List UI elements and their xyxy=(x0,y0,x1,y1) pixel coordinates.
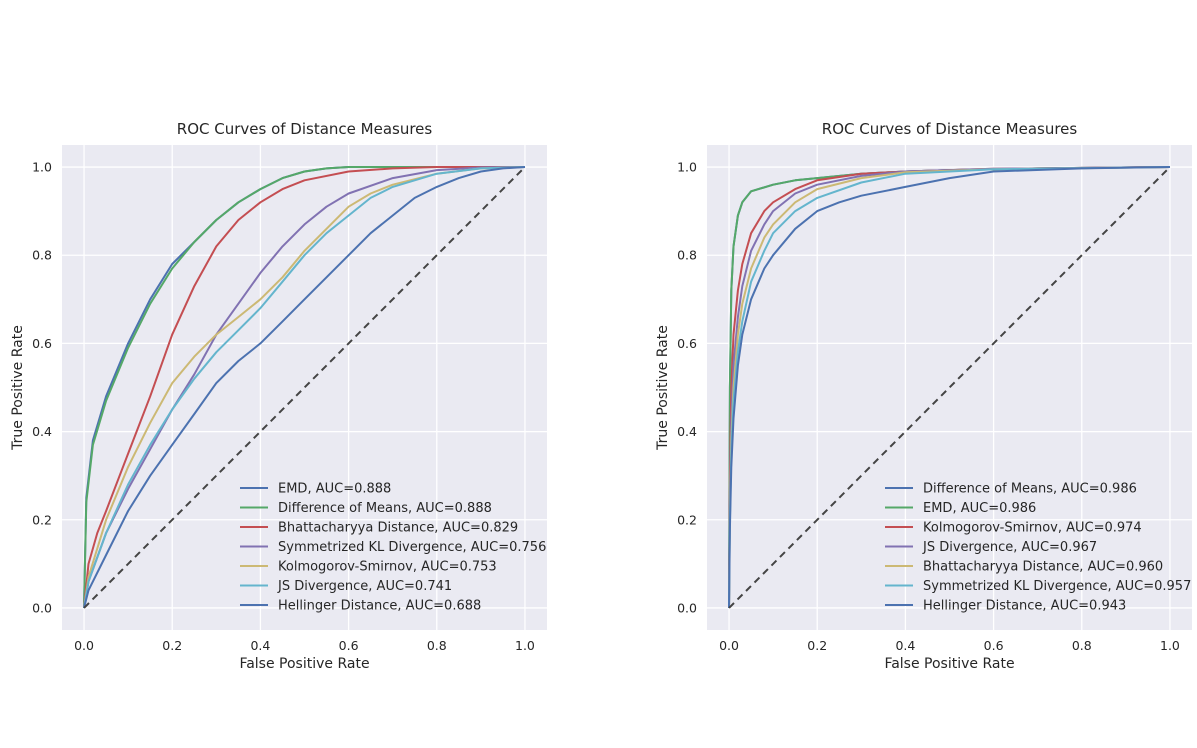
x-tick-label: 0.0 xyxy=(74,638,94,653)
series-line xyxy=(83,166,525,609)
x-axis-label: False Positive Rate xyxy=(239,656,369,672)
x-tick-label: 1.0 xyxy=(1160,638,1180,653)
legend-entry: JS Divergence, AUC=0.741 xyxy=(277,579,452,594)
y-axis-label: True Positive Rate xyxy=(655,325,671,451)
legend-entry: Difference of Means, AUC=0.986 xyxy=(923,482,1137,497)
legend-entry: Bhattacharyya Distance, AUC=0.960 xyxy=(923,560,1163,575)
y-tick-label: 0.2 xyxy=(677,512,697,527)
y-tick-label: 1.0 xyxy=(677,160,697,175)
chart-title: ROC Curves of Distance Measures xyxy=(177,120,433,138)
series-line xyxy=(83,166,526,609)
x-tick-label: 0.6 xyxy=(339,638,359,653)
y-tick-label: 0.4 xyxy=(32,424,52,439)
legend-entry: Hellinger Distance, AUC=0.943 xyxy=(923,599,1126,614)
y-tick-label: 0.4 xyxy=(677,424,697,439)
legend-entry: Bhattacharyya Distance, AUC=0.829 xyxy=(278,521,518,536)
legend-entry: Symmetrized KL Divergence, AUC=0.756 xyxy=(278,540,546,555)
series-line xyxy=(83,166,526,609)
legend-entry: Kolmogorov-Smirnov, AUC=0.753 xyxy=(278,560,497,575)
x-tick-label: 1.0 xyxy=(515,638,535,653)
legend-entry: EMD, AUC=0.986 xyxy=(923,501,1036,516)
chance-diagonal xyxy=(728,166,1171,609)
series-line xyxy=(728,166,1171,609)
y-tick-label: 0.2 xyxy=(32,512,52,527)
y-tick-label: 0.0 xyxy=(32,600,52,615)
y-tick-label: 0.6 xyxy=(677,336,697,351)
x-tick-label: 0.8 xyxy=(1072,638,1092,653)
legend-entry: Difference of Means, AUC=0.888 xyxy=(278,501,492,516)
legend-entry: Symmetrized KL Divergence, AUC=0.957 xyxy=(923,579,1191,594)
x-tick-label: 0.0 xyxy=(719,638,739,653)
y-axis-label: True Positive Rate xyxy=(10,325,26,451)
x-tick-label: 0.4 xyxy=(895,638,915,653)
legend-entry: Hellinger Distance, AUC=0.688 xyxy=(278,599,481,614)
legend: Difference of Means, AUC=0.986 EMD, AUC=0… xyxy=(885,482,1191,614)
series-line xyxy=(83,166,526,609)
series-line xyxy=(83,166,525,609)
legend-entry: Kolmogorov-Smirnov, AUC=0.974 xyxy=(923,521,1142,536)
x-tick-label: 0.6 xyxy=(984,638,1004,653)
y-tick-label: 1.0 xyxy=(32,160,52,175)
x-axis-label: False Positive Rate xyxy=(884,656,1014,672)
x-tick-label: 0.2 xyxy=(807,638,827,653)
chance-diagonal xyxy=(83,166,526,609)
chart-title: ROC Curves of Distance Measures xyxy=(822,120,1078,138)
y-tick-label: 0.0 xyxy=(677,600,697,615)
x-tick-label: 0.2 xyxy=(162,638,182,653)
legend: EMD, AUC=0.888 Difference of Means, AUC=0… xyxy=(240,482,546,614)
legend-entry: EMD, AUC=0.888 xyxy=(278,482,391,497)
series-line xyxy=(83,166,526,609)
legend-entry: JS Divergence, AUC=0.967 xyxy=(922,540,1097,555)
x-tick-label: 0.4 xyxy=(250,638,270,653)
y-tick-label: 0.8 xyxy=(32,248,52,263)
roc-panel-right: 0.0 0.2 0.4 0.6 0.8 1.0 0.0 0.2 0.4 0.6 0.8 1.0 ROC … xyxy=(655,120,1192,672)
x-tick-label: 0.8 xyxy=(427,638,447,653)
y-tick-label: 0.8 xyxy=(677,248,697,263)
roc-panel-left: 0.0 0.2 0.4 0.6 0.8 1.0 0.0 0.2 0.4 0.6 0.8 1.0 ROC … xyxy=(10,120,547,672)
y-tick-label: 0.6 xyxy=(32,336,52,351)
